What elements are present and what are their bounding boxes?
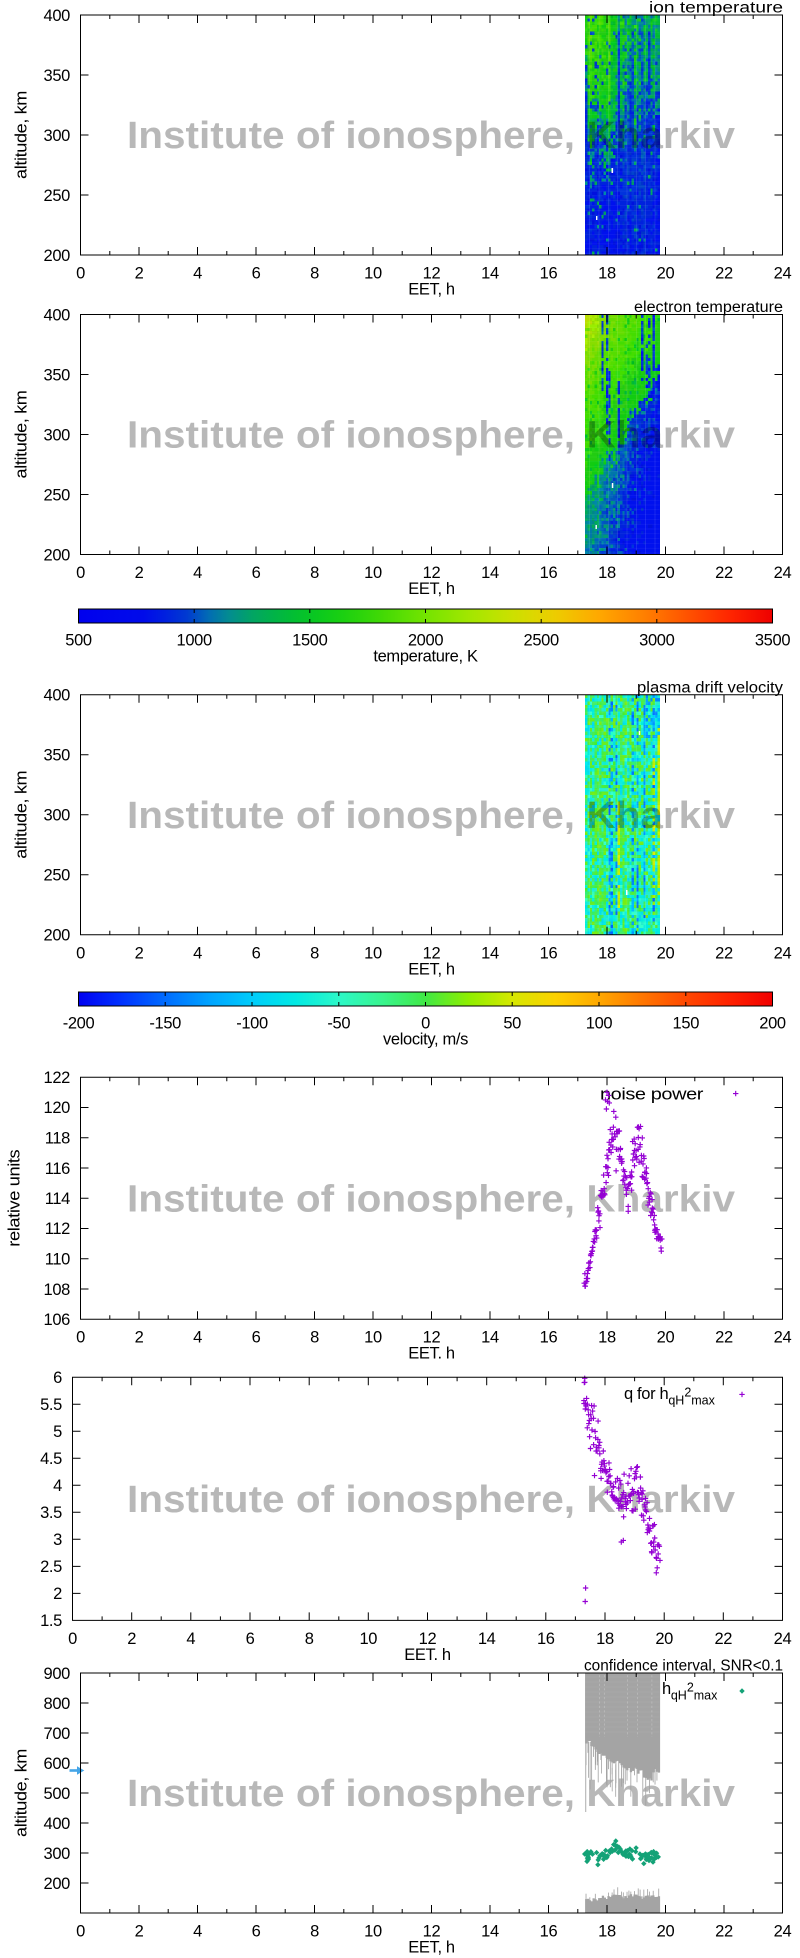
svg-text:16: 16 [540, 564, 558, 582]
svg-text:14: 14 [481, 265, 499, 283]
svg-text:10: 10 [364, 265, 382, 283]
svg-text:300: 300 [44, 127, 71, 145]
svg-text:350: 350 [44, 366, 71, 384]
svg-text:300: 300 [44, 426, 71, 444]
svg-text:12: 12 [423, 564, 441, 582]
svg-text:electron temperature: electron temperature [634, 299, 783, 316]
svg-text:6: 6 [252, 265, 261, 283]
svg-text:Institute of ionosphere, Khark: Institute of ionosphere, Kharkiv [127, 115, 735, 157]
svg-text:10: 10 [364, 564, 382, 582]
svg-text:8: 8 [310, 265, 319, 283]
svg-text:20: 20 [657, 564, 675, 582]
svg-text:2000: 2000 [408, 632, 443, 650]
svg-text:14: 14 [481, 564, 499, 582]
svg-text:12: 12 [423, 265, 441, 283]
svg-text:350: 350 [44, 67, 71, 85]
svg-text:400: 400 [44, 7, 71, 25]
svg-text:400: 400 [44, 306, 71, 324]
svg-text:0: 0 [76, 265, 85, 283]
svg-text:EET, h: EET, h [408, 580, 455, 598]
svg-text:4: 4 [193, 265, 202, 283]
svg-text:18: 18 [598, 564, 616, 582]
svg-text:EET, h: EET, h [408, 281, 455, 299]
svg-text:altitude, km: altitude, km [13, 91, 31, 179]
svg-text:16: 16 [540, 265, 558, 283]
svg-text:22: 22 [715, 564, 733, 582]
svg-text:2: 2 [135, 564, 144, 582]
svg-text:0: 0 [76, 564, 85, 582]
svg-text:200: 200 [44, 546, 71, 564]
svg-text:Institute of ionosphere, Khark: Institute of ionosphere, Kharkiv [127, 415, 735, 457]
svg-text:500: 500 [65, 632, 92, 650]
svg-text:20: 20 [657, 265, 675, 283]
svg-text:2500: 2500 [524, 632, 559, 650]
svg-text:250: 250 [44, 187, 71, 205]
svg-text:3000: 3000 [639, 632, 674, 650]
svg-text:temperature, K: temperature, K [373, 648, 478, 666]
svg-text:18: 18 [598, 265, 616, 283]
svg-text:8: 8 [310, 564, 319, 582]
svg-text:2: 2 [135, 265, 144, 283]
svg-text:1000: 1000 [177, 632, 212, 650]
svg-text:24: 24 [774, 564, 792, 582]
svg-text:24: 24 [774, 265, 792, 283]
svg-text:3500: 3500 [755, 632, 790, 650]
svg-text:22: 22 [715, 265, 733, 283]
svg-text:4: 4 [193, 564, 202, 582]
svg-text:altitude, km: altitude, km [13, 391, 31, 479]
svg-text:6: 6 [252, 564, 261, 582]
svg-text:250: 250 [44, 486, 71, 504]
svg-text:200: 200 [44, 247, 71, 265]
svg-text:ion temperature: ion temperature [649, 0, 783, 17]
svg-text:1500: 1500 [292, 632, 327, 650]
